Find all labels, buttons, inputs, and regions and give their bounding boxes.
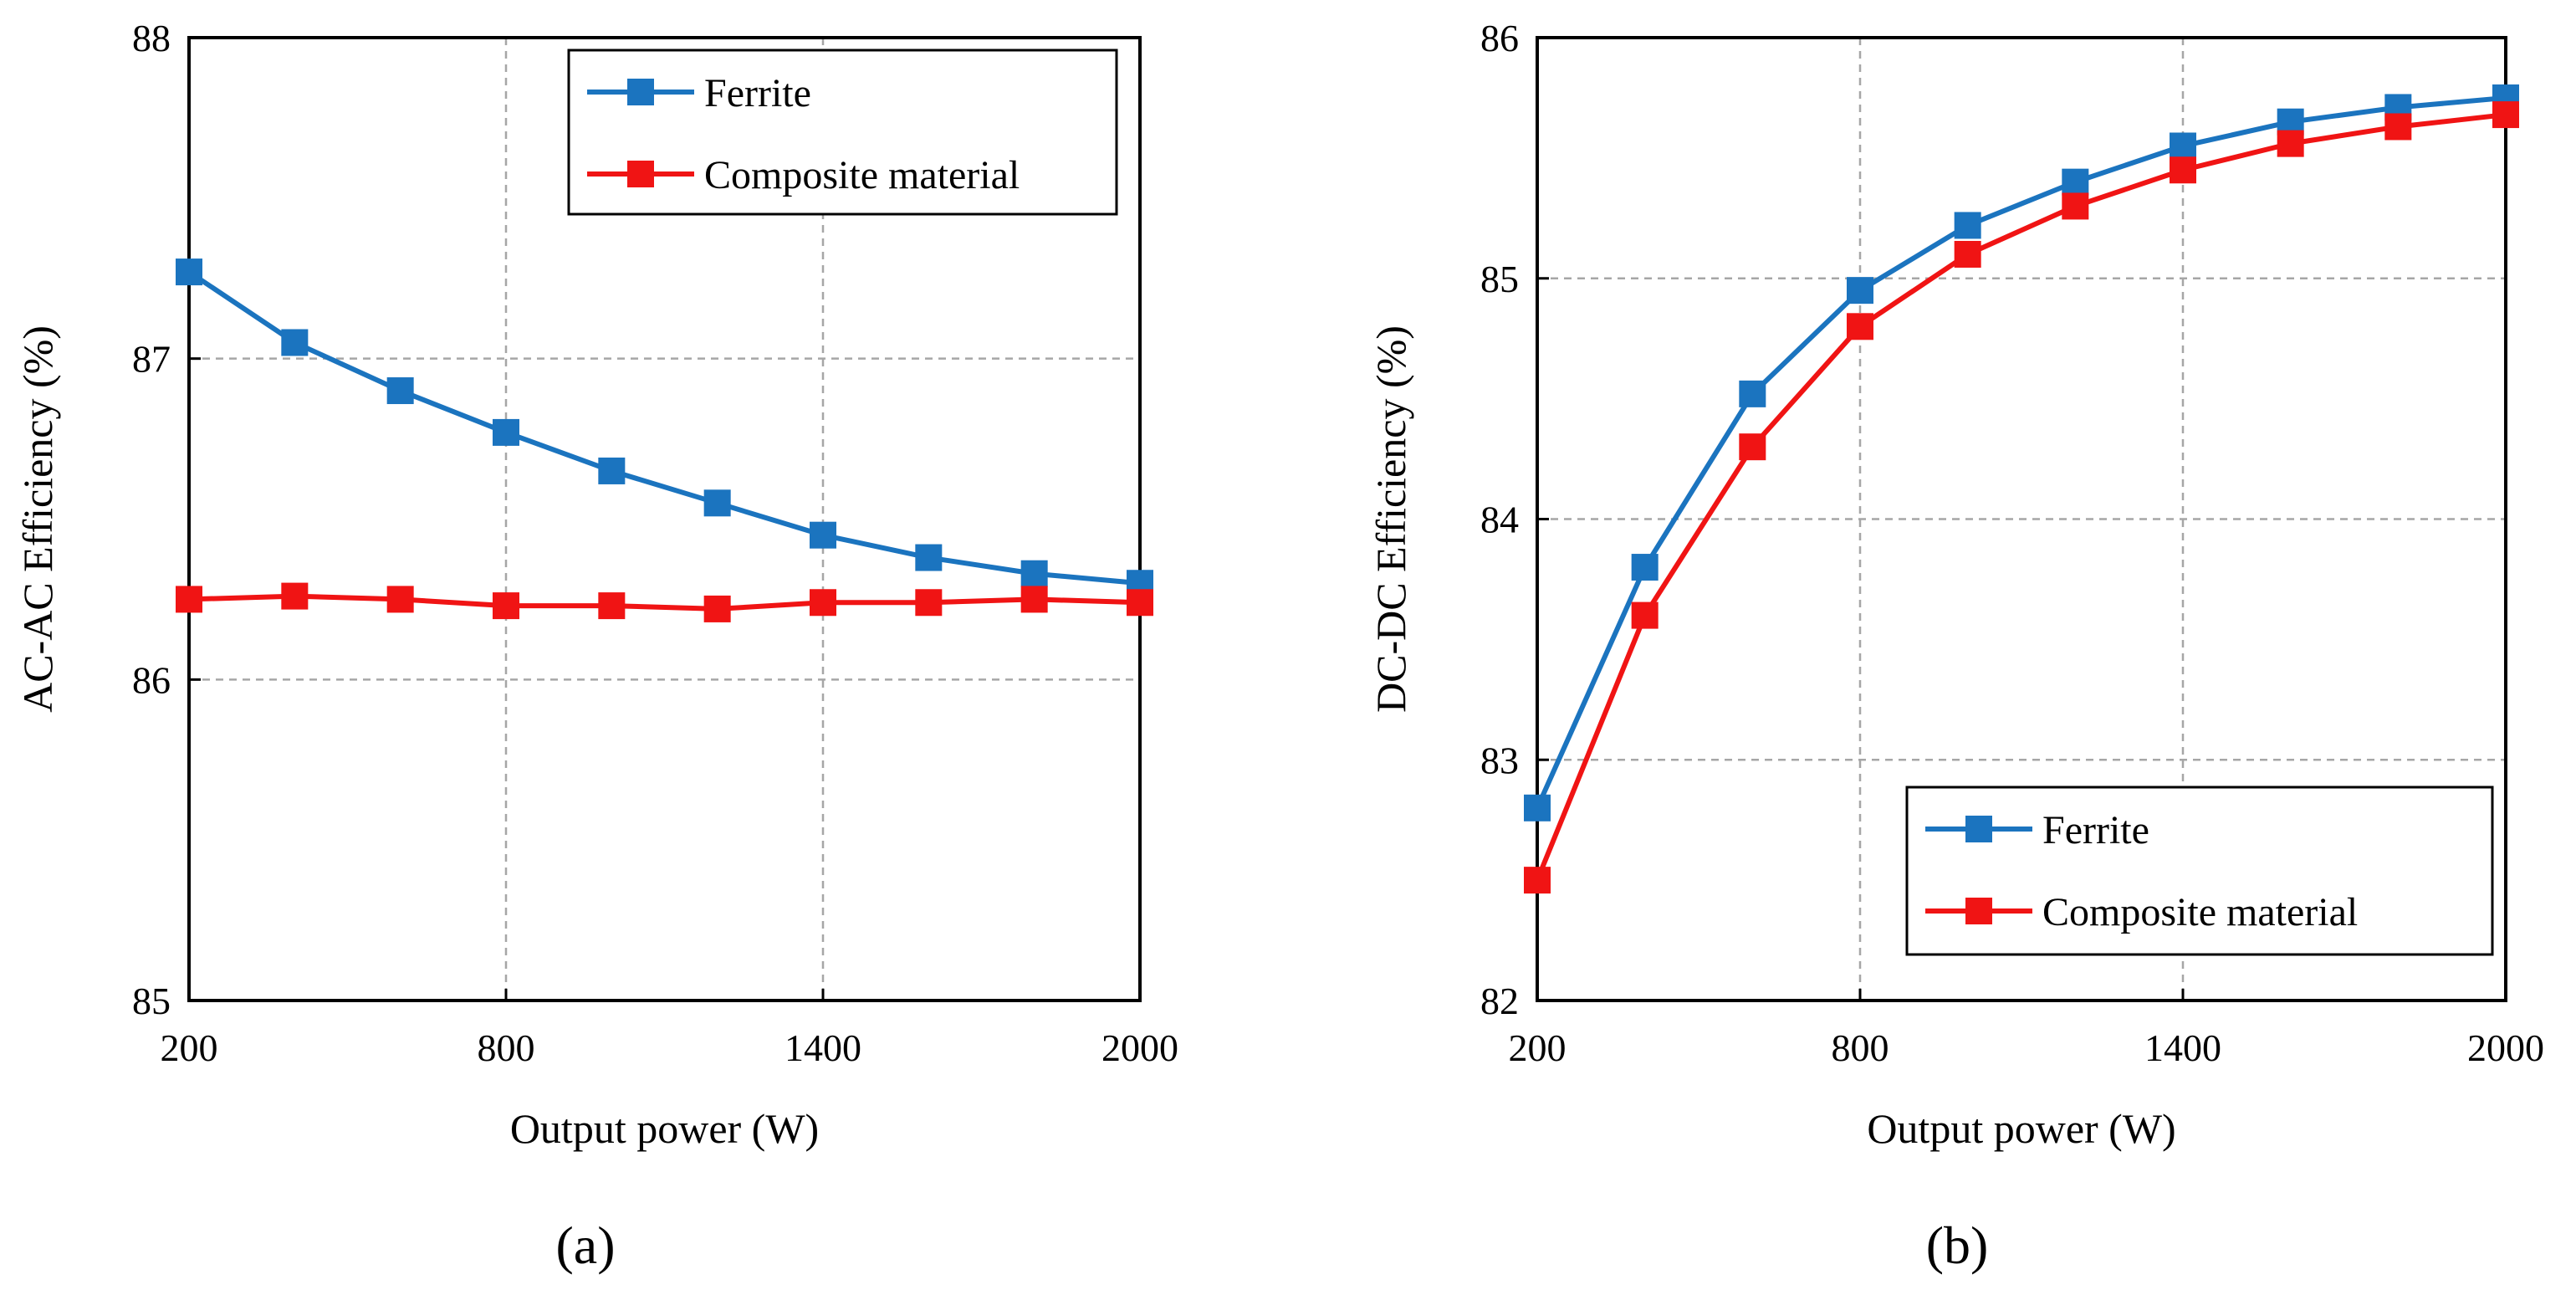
y-tick-label: 85 — [132, 980, 171, 1022]
legend-box — [1905, 786, 2494, 956]
data-point-ferrite — [1954, 212, 1981, 239]
data-point-ferrite — [1631, 554, 1659, 581]
data-point-ferrite — [598, 457, 626, 484]
data-point-composite — [915, 589, 943, 617]
legend-marker-ferrite — [627, 79, 654, 105]
data-point-ferrite — [1847, 277, 1873, 305]
data-point-ferrite — [176, 258, 202, 286]
y-tick-label: 86 — [1480, 17, 1519, 59]
y-tick-label: 86 — [132, 658, 171, 701]
y-axis-label: AC-AC Efficiency (%) — [14, 325, 61, 713]
series-line-ferrite — [187, 269, 1141, 586]
y-tick-label: 82 — [1480, 980, 1519, 1022]
chart-panel-a: 200 800 1400 2000 85 86 87 88 Output power (W) AC… — [14, 17, 1178, 1275]
data-point-ferrite — [915, 544, 943, 571]
series-line-ferrite — [1535, 95, 2507, 810]
y-tick-label: 88 — [132, 17, 171, 59]
legend-marker-composite — [627, 161, 654, 187]
data-point-composite — [386, 586, 414, 613]
legend-label-ferrite: Ferrite — [704, 71, 811, 115]
data-point-composite — [1739, 433, 1766, 461]
data-point-ferrite — [386, 377, 414, 405]
legend-label-composite: Composite material — [2042, 890, 2358, 934]
x-tick-label: 2000 — [2467, 1026, 2544, 1069]
data-point-composite — [810, 589, 836, 617]
x-tick-label: 2000 — [1101, 1026, 1178, 1069]
data-point-composite — [703, 595, 731, 622]
data-point-ferrite — [281, 329, 309, 356]
data-point-ferrite — [1739, 380, 1766, 407]
data-point-ferrite — [810, 521, 836, 549]
data-point-composite — [1954, 240, 1981, 268]
y-tick-label: 83 — [1480, 739, 1519, 781]
data-point-composite — [2492, 101, 2519, 129]
x-tick-label: 1400 — [2144, 1026, 2221, 1069]
data-point-ferrite — [493, 418, 519, 446]
data-point-composite — [2384, 113, 2412, 141]
panel-label: (a) — [555, 1216, 615, 1275]
legend-box — [567, 49, 1118, 216]
legend-marker-ferrite — [1965, 816, 1992, 842]
series-line-composite — [188, 593, 1141, 612]
data-point-composite — [1127, 589, 1153, 617]
legend-marker-composite — [1965, 898, 1992, 924]
data-point-ferrite — [1524, 794, 1551, 821]
y-axis-label: DC-DC Efficiency (%) — [1367, 325, 1414, 713]
data-point-composite — [1020, 586, 1048, 613]
data-point-composite — [1524, 867, 1551, 894]
data-point-composite — [2062, 192, 2089, 220]
data-point-composite — [493, 592, 519, 620]
data-point-ferrite — [703, 489, 731, 517]
legend-label-composite: Composite material — [704, 153, 1020, 197]
data-point-composite — [1631, 601, 1659, 629]
data-point-ferrite — [1020, 560, 1048, 587]
data-point-composite — [2277, 130, 2304, 157]
data-point-ferrite — [2062, 168, 2089, 196]
chart-panel-b: 200 800 1400 2000 82 83 84 85 86 Output power (W)… — [1367, 17, 2544, 1275]
data-point-ferrite — [2170, 132, 2196, 160]
data-point-composite — [2170, 156, 2196, 184]
x-axis-label: Output power (W) — [1867, 1105, 2175, 1152]
y-tick-label: 85 — [1480, 258, 1519, 300]
plot-frame — [187, 36, 1142, 1002]
x-tick-label: 800 — [1832, 1026, 1889, 1069]
x-axis-label: Output power (W) — [510, 1105, 819, 1152]
data-point-composite — [176, 586, 202, 613]
panel-label: (b) — [1926, 1216, 1989, 1275]
data-point-composite — [1847, 313, 1873, 340]
data-point-composite — [281, 582, 309, 610]
data-point-composite — [598, 592, 626, 620]
x-tick-label: 200 — [1509, 1026, 1567, 1069]
x-tick-label: 200 — [161, 1026, 218, 1069]
legend-label-ferrite: Ferrite — [2042, 808, 2149, 852]
series-line-composite — [1535, 112, 2507, 882]
x-tick-label: 800 — [478, 1026, 535, 1069]
y-tick-label: 84 — [1480, 499, 1519, 541]
y-tick-label: 87 — [132, 338, 171, 381]
x-tick-label: 1400 — [785, 1026, 861, 1069]
